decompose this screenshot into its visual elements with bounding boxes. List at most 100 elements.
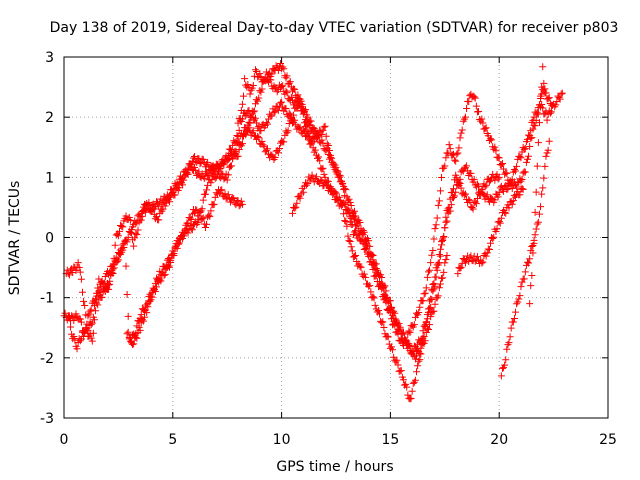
data-point <box>538 83 546 91</box>
data-point <box>277 99 285 107</box>
data-point <box>136 326 144 334</box>
data-point <box>204 158 212 166</box>
data-point <box>446 145 454 153</box>
data-point <box>378 273 386 281</box>
data-point <box>187 163 195 171</box>
data-point <box>544 146 552 154</box>
data-point <box>77 318 85 326</box>
data-point <box>320 123 328 131</box>
data-point <box>534 218 542 226</box>
data-point <box>333 167 341 175</box>
data-point <box>517 177 525 185</box>
data-point <box>540 79 548 87</box>
grid-lines <box>64 57 608 418</box>
data-point <box>187 225 195 233</box>
data-point <box>485 178 493 186</box>
data-point <box>299 188 307 196</box>
data-point <box>510 314 518 322</box>
data-point <box>305 129 313 137</box>
data-point <box>127 229 135 237</box>
data-point <box>132 219 140 227</box>
data-point <box>370 294 378 302</box>
data-point <box>287 113 295 121</box>
data-point <box>341 217 349 225</box>
data-point <box>491 176 499 184</box>
x-tick-label: 25 <box>599 432 617 448</box>
data-point <box>526 255 534 263</box>
data-point <box>267 76 275 84</box>
data-point <box>500 187 508 195</box>
data-point <box>534 110 542 118</box>
data-point <box>500 165 508 173</box>
data-point <box>83 320 91 328</box>
data-point <box>506 333 514 341</box>
data-point <box>155 275 163 283</box>
data-point <box>517 283 525 291</box>
data-point <box>555 93 563 101</box>
data-point <box>348 211 356 219</box>
data-point <box>537 95 545 103</box>
data-point <box>150 285 158 293</box>
data-point <box>212 173 220 181</box>
data-point <box>491 143 499 151</box>
data-point <box>517 154 525 162</box>
data-point <box>393 356 401 364</box>
data-point <box>378 319 386 327</box>
x-tick-label: 5 <box>168 432 177 448</box>
data-point <box>520 275 528 283</box>
data-point <box>188 158 196 166</box>
data-point <box>513 162 521 170</box>
data-point <box>532 225 540 233</box>
data-point <box>291 116 299 124</box>
x-tick-labels: 0 5 10 15 20 25 <box>60 432 617 448</box>
data-point <box>256 70 264 78</box>
data-point <box>82 326 90 334</box>
data-point <box>406 328 414 336</box>
data-point <box>257 127 265 135</box>
data-point <box>161 202 169 210</box>
data-point <box>526 300 534 308</box>
data-point <box>154 276 162 284</box>
data-point <box>509 197 517 205</box>
data-point <box>521 268 529 276</box>
data-point <box>344 232 352 240</box>
data-point <box>414 362 422 370</box>
data-point <box>158 200 166 208</box>
data-point <box>479 119 487 127</box>
data-point <box>74 259 82 267</box>
data-point <box>238 100 246 108</box>
data-point <box>327 153 335 161</box>
data-point <box>505 339 513 347</box>
data-point <box>404 339 412 347</box>
data-point <box>350 252 358 260</box>
data-point <box>434 292 442 300</box>
data-point <box>544 95 552 103</box>
data-point <box>424 268 432 276</box>
data-point <box>244 81 252 89</box>
data-point <box>134 226 142 234</box>
data-point <box>523 258 531 266</box>
data-point <box>105 281 113 289</box>
data-point <box>501 208 509 216</box>
data-point <box>133 322 141 330</box>
data-point <box>397 367 405 375</box>
data-point <box>248 110 256 118</box>
data-point <box>169 188 177 196</box>
data-point <box>458 126 466 134</box>
data-point <box>322 181 330 189</box>
data-point <box>195 168 203 176</box>
data-point <box>70 332 78 340</box>
data-point <box>86 330 94 338</box>
data-point <box>303 181 311 189</box>
data-point <box>531 231 539 239</box>
data-point <box>456 134 464 142</box>
data-point <box>249 82 257 90</box>
data-point <box>416 303 424 311</box>
data-point <box>469 205 477 213</box>
data-point <box>379 318 387 326</box>
data-point <box>262 119 270 127</box>
data-point <box>295 124 303 132</box>
data-point <box>429 247 437 255</box>
data-point <box>81 301 89 309</box>
data-point <box>387 303 395 311</box>
